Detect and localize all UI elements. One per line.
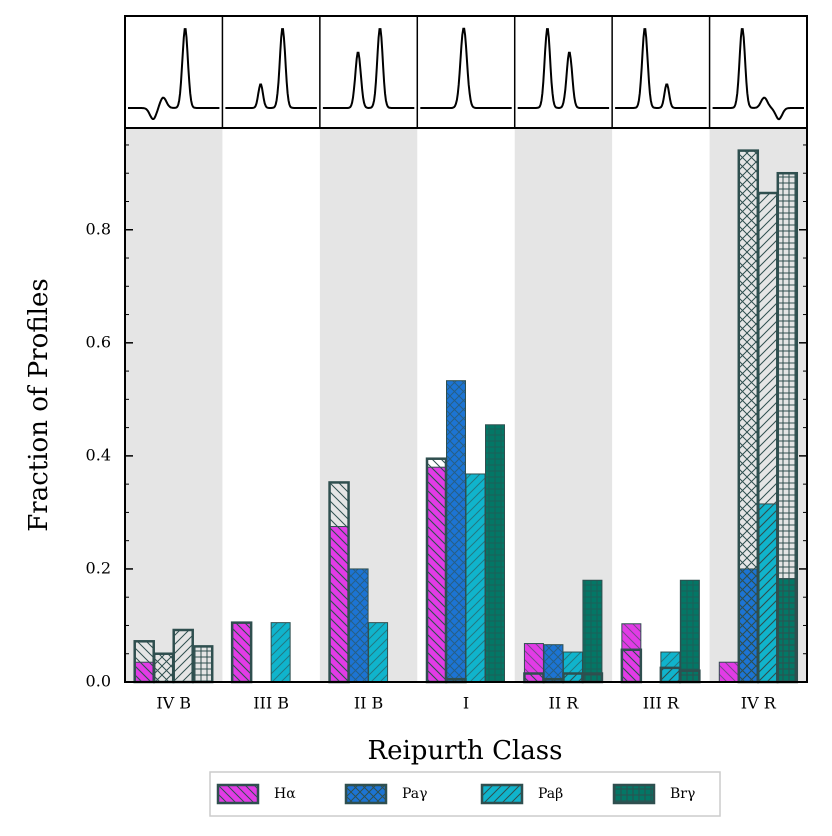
- outline-bar: [152, 652, 175, 684]
- x-tick-label: IV R: [741, 694, 777, 713]
- x-tick-label: II B: [354, 694, 383, 713]
- legend-label: Hα: [274, 786, 296, 802]
- bar-hatch: [543, 644, 563, 682]
- outline-bar: [328, 481, 350, 684]
- outline-bar: [757, 191, 779, 684]
- outline-bar: [523, 672, 545, 684]
- bar-hatch: [271, 622, 291, 682]
- x-tick-label: II R: [549, 694, 580, 713]
- bar-hatch: [466, 473, 485, 682]
- profile-curve: [420, 27, 512, 109]
- plot-frame: [124, 127, 808, 683]
- legend-swatch-hatch: [482, 785, 522, 803]
- outline-bar: [425, 457, 448, 684]
- legend-label: Brγ: [670, 786, 695, 802]
- bar-hatch: [680, 580, 700, 682]
- profile-curve: [225, 28, 317, 109]
- outline-bar: [172, 628, 194, 684]
- outline-bar: [191, 645, 214, 684]
- y-tick-label: 0.2: [86, 558, 111, 577]
- outline-bar: [562, 672, 584, 684]
- legend-label: Paβ: [538, 786, 563, 802]
- x-tick-label: IV B: [156, 694, 191, 713]
- y-tick-label: 0.6: [86, 332, 111, 351]
- x-tick-label: I: [463, 694, 469, 713]
- profile-curve: [128, 28, 220, 120]
- bar-hatch: [582, 580, 602, 682]
- profile-curve: [517, 28, 610, 110]
- legend-label: Paγ: [402, 786, 428, 802]
- profile-curve: [322, 28, 415, 110]
- outline-bar: [133, 640, 155, 684]
- bar-hatch: [368, 622, 388, 682]
- outline-bar: [737, 149, 760, 684]
- y-tick-label: 0.4: [86, 445, 111, 464]
- profile-curve: [615, 28, 707, 109]
- category-band: [125, 128, 223, 682]
- bar-hatch: [719, 662, 739, 682]
- outline-bar: [581, 672, 604, 684]
- outline-bar: [659, 666, 682, 684]
- y-tick-label: 0.8: [86, 219, 111, 238]
- legend-swatch-hatch: [614, 785, 654, 803]
- x-axis-label: Reipurth Class: [368, 736, 563, 766]
- x-tick-label: III B: [253, 694, 289, 713]
- legend-swatch-hatch: [218, 785, 258, 803]
- bar-hatch: [446, 380, 466, 682]
- profile-frame: [124, 15, 808, 129]
- profile-curve: [712, 28, 804, 121]
- y-axis-label: Fraction of Profiles: [24, 278, 54, 531]
- x-tick-label: III R: [643, 694, 680, 713]
- bar-hatch: [349, 568, 369, 682]
- outline-bar: [776, 171, 799, 684]
- y-tick-label: 0.0: [86, 672, 111, 691]
- outline-bar: [679, 669, 701, 684]
- bar-hatch: [485, 424, 505, 682]
- outline-bar: [620, 648, 643, 684]
- legend-swatch-hatch: [346, 785, 386, 803]
- profile-panel: [124, 15, 808, 129]
- outline-bar: [230, 621, 253, 684]
